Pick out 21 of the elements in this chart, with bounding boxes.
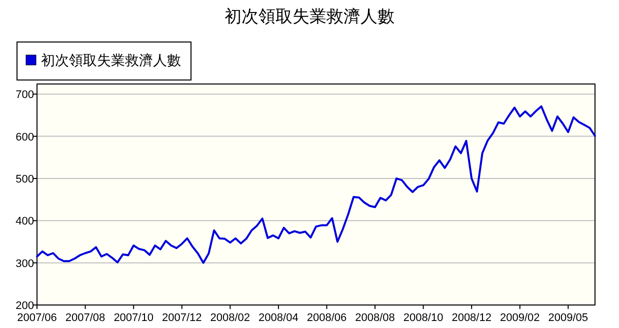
line-series	[36, 105, 596, 264]
x-tick-label: 2008/04	[258, 312, 298, 324]
y-tick-label: 400	[16, 216, 34, 228]
y-tick-label: 500	[16, 173, 34, 186]
x-tick-label: 2008/10	[403, 312, 444, 324]
x-tick-label: 2007/06	[17, 312, 57, 324]
y-tick-label: 600	[16, 131, 34, 144]
x-tick-label: 2007/08	[65, 312, 106, 324]
x-tick-label: 2008/02	[210, 312, 250, 324]
y-tick-label: 700	[16, 89, 34, 102]
chart-title: 初次領取失業救濟人數	[224, 7, 394, 27]
y-tick-label: 200	[16, 300, 34, 312]
legend-label: 初次領取失業救濟人數	[41, 53, 181, 69]
x-tick-label: 2009/02	[500, 312, 540, 324]
x-tick-label: 2007/10	[114, 312, 154, 324]
x-tick-label: 2008/12	[452, 312, 492, 324]
x-tick-label: 2009/05	[548, 312, 588, 324]
x-tick-label: 2007/12	[162, 312, 202, 324]
x-tick-label: 2008/06	[306, 312, 347, 324]
y-tick-label: 300	[16, 258, 34, 270]
x-tick-label: 2008/08	[355, 312, 395, 324]
